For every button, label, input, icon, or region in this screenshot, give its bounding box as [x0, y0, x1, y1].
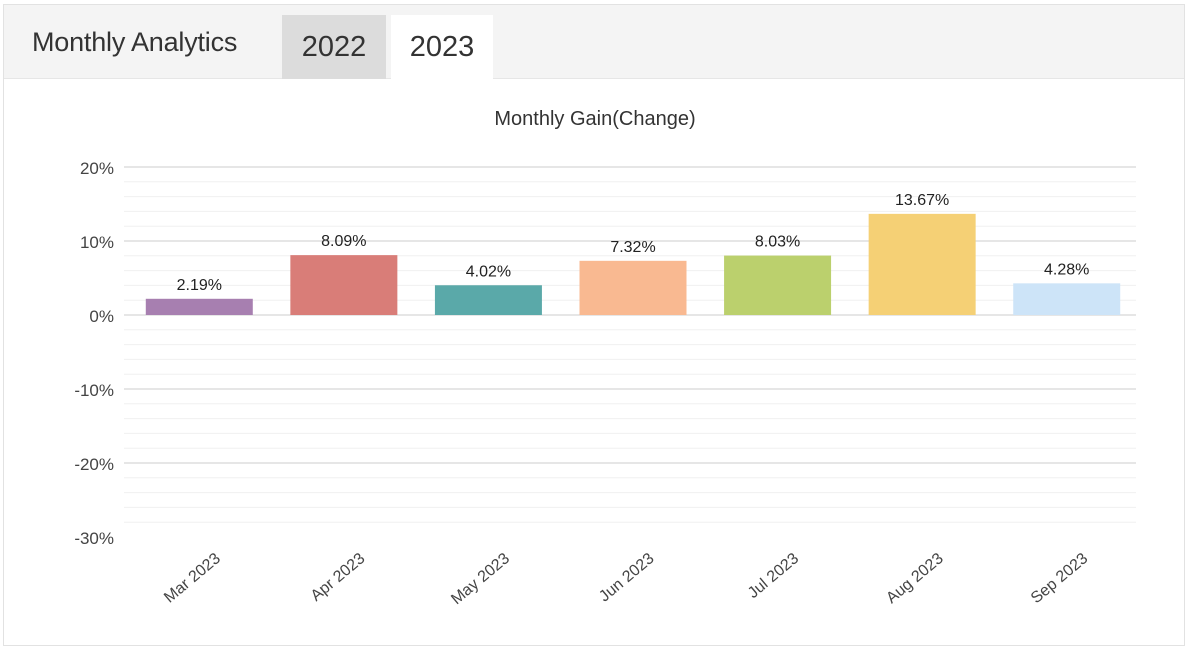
data-label: 2.19% [177, 277, 222, 294]
y-tick-label: -30% [74, 529, 114, 548]
data-label: 8.03% [755, 234, 800, 251]
y-tick-label: 20% [80, 159, 114, 178]
y-tick-label: 10% [80, 233, 114, 252]
x-tick-label: Jul 2023 [745, 550, 802, 602]
bar[interactable] [724, 255, 832, 315]
bar[interactable] [145, 298, 253, 315]
data-label: 4.28% [1044, 261, 1089, 278]
data-label: 13.67% [895, 192, 949, 209]
x-tick-label: Apr 2023 [308, 550, 369, 605]
bar[interactable] [434, 285, 542, 315]
x-tick-label: Sep 2023 [1028, 550, 1091, 607]
x-tick-label: Mar 2023 [161, 550, 224, 607]
bars: 2.19% 8.09% 4.02% 7.32% 8.03% 13.67% 4.28% [145, 192, 1121, 315]
tab-2023[interactable]: 2023 [391, 15, 493, 80]
bar[interactable] [579, 260, 687, 315]
bar[interactable] [290, 255, 398, 315]
panel-header: Monthly Analytics 2022 2023 [4, 5, 1184, 80]
y-tick-label: -20% [74, 455, 114, 474]
x-tick-label: May 2023 [448, 550, 513, 608]
data-label: 8.09% [321, 233, 366, 250]
y-tick-label: -10% [74, 381, 114, 400]
x-tick-label: Jun 2023 [596, 550, 657, 605]
chart-title: Monthly Gain(Change) [494, 108, 695, 130]
y-axis: 20% 10% 0% -10% -20% -30% [74, 159, 114, 548]
data-label: 7.32% [610, 239, 655, 256]
x-tick-label: Aug 2023 [883, 550, 946, 607]
x-axis: Mar 2023 Apr 2023 May 2023 Jun 2023 Jul 2023… [161, 550, 1091, 608]
bar[interactable] [868, 213, 976, 315]
bar[interactable] [1013, 283, 1121, 315]
chart-grid [124, 166, 1136, 523]
panel-title: Monthly Analytics [32, 27, 238, 57]
y-tick-label: 0% [89, 307, 114, 326]
data-label: 4.02% [466, 263, 511, 280]
tab-2022[interactable]: 2022 [282, 15, 386, 79]
analytics-panel: Monthly Analytics 2022 2023 [3, 4, 1185, 646]
